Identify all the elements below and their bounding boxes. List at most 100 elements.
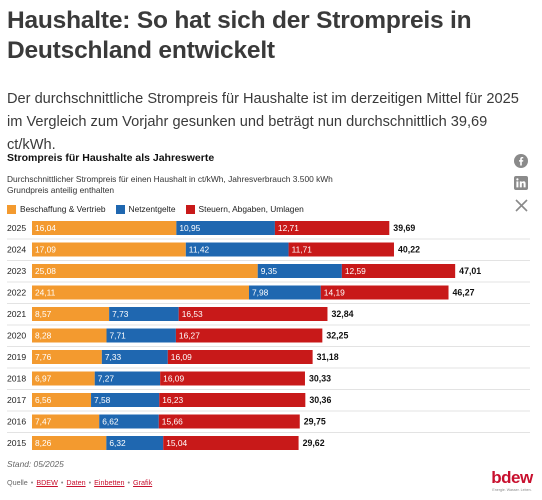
bar-segment-netzentgelte <box>248 285 321 300</box>
legend-swatch-netzentgelte <box>115 204 125 214</box>
source-link-einbetten[interactable]: Einbetten <box>94 478 125 487</box>
bar-value-label: 7,27 <box>98 374 115 384</box>
chart-subtitle-line-2: Grundpreis anteilig enthalten <box>7 185 115 195</box>
bar-value-label: 6,62 <box>102 417 119 427</box>
facebook-share-button[interactable] <box>512 152 530 170</box>
bar-segment-steuern <box>160 371 305 386</box>
year-label: 2018 <box>7 374 26 384</box>
legend-swatch-steuern <box>185 204 195 214</box>
bar-value-label: 16,53 <box>182 309 203 319</box>
bar-value-label: 7,58 <box>94 395 111 405</box>
bar-segment-netzentgelte <box>106 436 164 450</box>
year-label: 2017 <box>7 395 26 405</box>
bar-value-label: 16,23 <box>162 395 183 405</box>
logo-word: bdew <box>491 468 533 487</box>
bar-segment-netzentgelte <box>176 221 275 235</box>
bar-value-label: 8,28 <box>35 331 52 341</box>
bar-value-label: 9,35 <box>261 266 278 276</box>
source-label: Quelle <box>7 478 28 487</box>
bar-total-label: 32,84 <box>331 309 353 319</box>
lead-text: Der durchschnittliche Strompreis für Hau… <box>7 91 519 153</box>
bar-total-label: 32,25 <box>326 331 348 341</box>
legend-item-netzentgelte: Netzentgelte <box>115 204 176 214</box>
bar-segment-netzentgelte <box>94 371 161 386</box>
legend-item-steuern: Steuern, Abgaben, Umlagen <box>185 204 304 214</box>
logo-tagline: Energie. Wasser. Leben. <box>492 488 532 492</box>
year-label: 2020 <box>7 331 26 341</box>
bar-segment-steuern <box>158 414 300 429</box>
bar-segment-beschaffung <box>32 264 258 278</box>
year-label: 2024 <box>7 245 26 255</box>
bar-segment-steuern <box>175 328 323 343</box>
bar-value-label: 17,09 <box>35 245 56 255</box>
bar-segment-steuern <box>288 242 394 257</box>
bar-segment-beschaffung <box>32 371 95 386</box>
bar-segment-beschaffung <box>32 436 107 450</box>
year-label: 2016 <box>7 417 26 427</box>
bar-value-label: 16,04 <box>35 223 56 233</box>
linkedin-share-button[interactable] <box>512 174 530 192</box>
bar-value-label: 7,76 <box>35 352 52 362</box>
bar-total-label: 39,69 <box>393 223 415 233</box>
bar-segment-steuern <box>341 264 456 278</box>
source-link-grafik[interactable]: Grafik <box>133 478 153 487</box>
source-separator: • <box>60 478 64 487</box>
legend-label-steuern: Steuern, Abgaben, Umlagen <box>198 204 304 214</box>
bar-segment-beschaffung <box>32 285 249 300</box>
bar-value-label: 7,47 <box>35 417 52 427</box>
headline: Haushalte: So hat sich der Strompreis in… <box>7 7 472 64</box>
stacked-bar-chart: 2025 16,04 10,95 12,71 39,69 2024 17,09 11,42 11… <box>7 221 530 450</box>
facebook-icon <box>514 154 528 168</box>
year-label: 2021 <box>7 309 26 319</box>
x-share-button[interactable] <box>512 196 530 214</box>
bar-segment-netzentgelte <box>185 242 289 257</box>
bdew-logo: bdew Energie. Wasser. Leben. <box>490 468 534 492</box>
bar-value-label: 7,71 <box>110 331 127 341</box>
year-label: 2019 <box>7 352 26 362</box>
bar-value-label: 14,19 <box>324 288 345 298</box>
bar-value-label: 7,33 <box>105 352 122 362</box>
bar-value-label: 6,56 <box>35 395 52 405</box>
bar-value-label: 16,09 <box>171 352 192 362</box>
legend-label-beschaffung: Beschaffung & Vertrieb <box>20 204 106 214</box>
source-link-daten[interactable]: Daten <box>66 478 86 487</box>
bar-value-label: 12,59 <box>345 266 366 276</box>
bar-segment-steuern <box>163 436 299 450</box>
source-line: Quelle • BDEW • Daten • Einbetten • Graf… <box>7 478 152 487</box>
year-label: 2025 <box>7 223 26 233</box>
bar-total-label: 30,36 <box>309 395 331 405</box>
bar-value-label: 11,42 <box>189 245 210 255</box>
source-separator: • <box>30 478 34 487</box>
source-separator: • <box>88 478 92 487</box>
bar-segment-netzentgelte <box>101 350 168 364</box>
bar-value-label: 11,71 <box>292 245 313 255</box>
chart-title: Strompreis für Haushalte als Jahreswerte <box>7 152 215 164</box>
bar-segment-beschaffung <box>32 242 186 257</box>
linkedin-icon <box>514 176 528 190</box>
bar-value-label: 8,26 <box>35 438 52 448</box>
chart-legend: Beschaffung & Vertrieb Netzentgelte Steu… <box>7 204 314 214</box>
bar-value-label: 15,04 <box>166 438 187 448</box>
source-separator: • <box>127 478 131 487</box>
legend-swatch-beschaffung <box>7 204 16 214</box>
bar-segment-steuern <box>320 285 449 300</box>
bar-value-label: 25,08 <box>35 266 56 276</box>
bar-total-label: 29,62 <box>303 438 325 448</box>
bar-total-label: 29,75 <box>304 417 326 427</box>
source-link-bdew[interactable]: BDEW <box>36 478 58 487</box>
bar-value-label: 24,11 <box>35 288 56 298</box>
bar-segment-beschaffung <box>32 393 92 407</box>
bar-value-label: 8,57 <box>35 309 52 319</box>
bar-value-label: 15,66 <box>162 417 183 427</box>
stand-date: Stand: 05/2025 <box>7 459 64 469</box>
bar-segment-netzentgelte <box>99 414 159 429</box>
bar-total-label: 40,22 <box>398 245 420 255</box>
bar-value-label: 16,27 <box>179 331 200 341</box>
bar-segment-beschaffung <box>32 350 102 364</box>
year-label: 2022 <box>7 288 26 298</box>
chart-subtitle-line-1: Durchschnittlicher Strompreis für einen … <box>7 174 333 184</box>
bar-total-label: 30,33 <box>309 374 331 384</box>
bar-value-label: 6,97 <box>35 374 52 384</box>
bar-segment-steuern <box>167 350 313 364</box>
bar-segment-steuern <box>274 221 390 235</box>
